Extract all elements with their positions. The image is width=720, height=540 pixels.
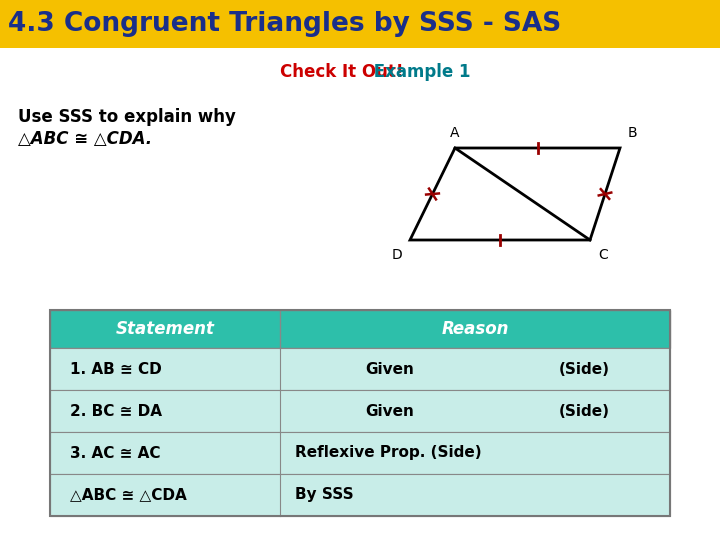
Text: D: D — [391, 248, 402, 262]
Text: By SSS: By SSS — [295, 488, 354, 503]
FancyBboxPatch shape — [50, 310, 670, 348]
Text: Use SSS to explain why: Use SSS to explain why — [18, 108, 236, 126]
Text: Example 1: Example 1 — [368, 63, 470, 81]
Text: Reason: Reason — [441, 320, 509, 338]
Text: △ABC ≅ △CDA: △ABC ≅ △CDA — [70, 488, 186, 503]
Text: Check It Out!: Check It Out! — [280, 63, 403, 81]
FancyBboxPatch shape — [50, 474, 670, 516]
FancyBboxPatch shape — [50, 390, 670, 432]
Text: (Side): (Side) — [559, 403, 610, 418]
Text: 4.3 Congruent Triangles by SSS - SAS: 4.3 Congruent Triangles by SSS - SAS — [8, 11, 562, 37]
Text: (Side): (Side) — [559, 361, 610, 376]
Text: 2. BC ≅ DA: 2. BC ≅ DA — [70, 403, 162, 418]
Text: Given: Given — [365, 361, 413, 376]
Text: Given: Given — [365, 403, 413, 418]
FancyBboxPatch shape — [0, 0, 720, 48]
Text: △ABC ≅ △CDA.: △ABC ≅ △CDA. — [18, 130, 152, 148]
FancyBboxPatch shape — [50, 432, 670, 474]
Text: Statement: Statement — [115, 320, 215, 338]
Text: A: A — [450, 126, 460, 140]
FancyBboxPatch shape — [50, 348, 670, 390]
Text: C: C — [598, 248, 608, 262]
Text: Reflexive Prop. (Side): Reflexive Prop. (Side) — [295, 446, 482, 461]
Text: B: B — [628, 126, 638, 140]
Text: 3. AC ≅ AC: 3. AC ≅ AC — [70, 446, 161, 461]
Text: 1. AB ≅ CD: 1. AB ≅ CD — [70, 361, 162, 376]
